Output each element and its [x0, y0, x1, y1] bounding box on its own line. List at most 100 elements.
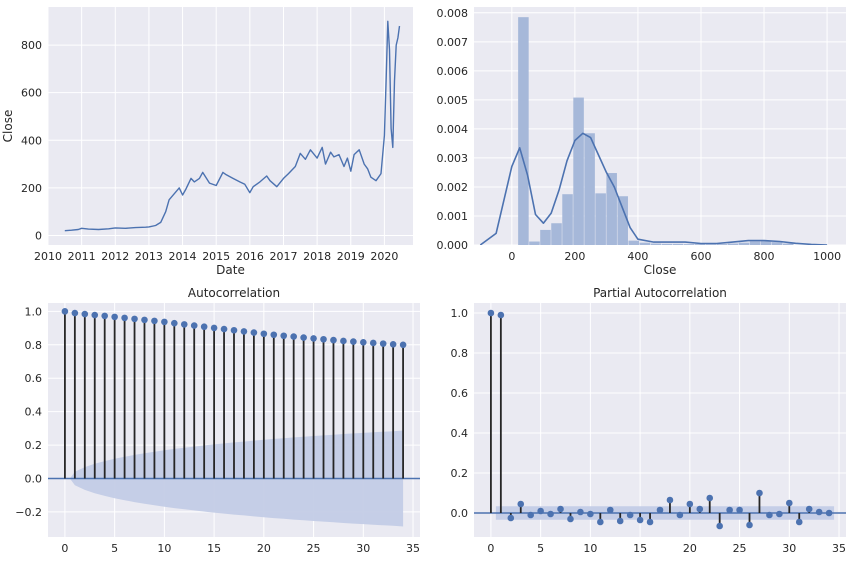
- pacf-point: [716, 522, 723, 530]
- pacf-point: [597, 518, 604, 526]
- acf-point: [171, 319, 178, 327]
- pacf-point: [666, 496, 674, 504]
- distribution-y-tick-label: 0.001: [437, 210, 469, 223]
- acf-x-tick-label: 35: [406, 542, 420, 555]
- distribution-y-tick-label: 0.000: [437, 239, 469, 252]
- histogram-bar: [551, 223, 562, 245]
- close-x-tick-label: 2011: [68, 250, 96, 263]
- acf-point: [389, 340, 397, 348]
- acf-point: [61, 308, 69, 315]
- pacf-x-tick-label: 20: [683, 542, 697, 555]
- distribution-x-tick-label: 200: [564, 250, 585, 263]
- acf-point: [340, 337, 347, 345]
- distribution-x-tick-label: 400: [627, 250, 648, 263]
- pacf-point: [766, 511, 773, 519]
- pacf-point: [776, 510, 783, 518]
- pacf-y-tick-label: 0.0: [451, 507, 469, 520]
- close-marks: [64, 20, 401, 232]
- histogram-bar: [716, 244, 728, 245]
- close-x-tick-label: 2016: [236, 250, 264, 263]
- pacf-x-tick-label: 0: [487, 542, 494, 555]
- histogram-bar: [529, 241, 540, 245]
- histogram-bar: [771, 242, 783, 245]
- acf-point: [131, 315, 138, 323]
- histogram-bar: [562, 194, 573, 245]
- pacf-point: [646, 518, 654, 526]
- acf-point: [101, 312, 108, 320]
- acf-point: [190, 322, 198, 329]
- histogram-bar: [727, 243, 739, 245]
- acf-x-tick-label: 5: [111, 542, 118, 555]
- close-y-tick-label: 0: [35, 229, 42, 242]
- close-x-tick-label: 2013: [135, 250, 163, 263]
- pacf-y-tick-label: 1.0: [451, 307, 469, 320]
- histogram-bar: [782, 243, 794, 245]
- pacf-marks: [474, 309, 846, 530]
- pacf-point: [825, 509, 833, 517]
- pacf-point: [756, 489, 763, 497]
- close-y-tick-label: 800: [21, 39, 42, 52]
- acf-x-tick-label: 15: [207, 542, 221, 555]
- pacf-point: [656, 506, 664, 514]
- acf-point: [141, 316, 148, 324]
- acf-axes: 0 5 10 15 20 25 30 35 −0.2 0.0 0.2 0.4 0.6 0.8 1.0 Auto…: [15, 286, 420, 555]
- distribution-marks: [479, 17, 828, 245]
- distribution-y-tick-label: 0.004: [437, 123, 469, 136]
- acf-point: [200, 323, 208, 331]
- pacf-y-tick-label: 0.4: [451, 427, 469, 440]
- pacf-point: [746, 521, 753, 529]
- pacf-point: [706, 494, 714, 502]
- pacf-point: [487, 309, 495, 317]
- histogram-bar: [705, 244, 717, 245]
- pacf-y-tick-label: 0.8: [451, 347, 469, 360]
- close-y-tick-label: 200: [21, 182, 42, 195]
- distribution-x-tick-label: 800: [754, 250, 775, 263]
- acf-point: [210, 324, 218, 332]
- acf-point: [369, 339, 377, 347]
- pacf-point: [686, 500, 694, 508]
- acf-point: [161, 318, 168, 326]
- pacf-x-tick-label: 5: [537, 542, 544, 555]
- pacf-point: [815, 508, 823, 516]
- pacf-point: [795, 518, 803, 526]
- acf-title: Autocorrelation: [188, 286, 280, 300]
- distribution-x-tick-label: 600: [690, 250, 711, 263]
- acf-point: [320, 335, 327, 343]
- acf-point: [71, 309, 79, 317]
- distribution-y-tick-label: 0.007: [437, 36, 469, 49]
- close-y-axis-label: Close: [1, 110, 15, 143]
- close-x-tick-label: 2017: [269, 250, 297, 263]
- acf-marks: [48, 308, 420, 527]
- close-axes: 2010 2011 2012 2013 2014 2015 2016 2017 2018 2019…: [1, 7, 413, 277]
- pacf-point: [517, 500, 525, 508]
- histogram-bar: [617, 196, 628, 245]
- pacf-point: [507, 514, 515, 522]
- acf-point: [399, 341, 407, 349]
- distribution-y-tick-label: 0.008: [437, 7, 469, 20]
- histogram-bar: [540, 229, 551, 245]
- pacf-point: [606, 506, 614, 514]
- close-x-tick-label: 2014: [169, 250, 197, 263]
- acf-point: [180, 321, 188, 328]
- acf-point: [260, 330, 268, 338]
- distribution-x-axis-label: Close: [644, 263, 677, 277]
- pacf-point: [736, 506, 743, 514]
- acf-point: [350, 338, 357, 345]
- close-x-tick-label: 2010: [34, 250, 62, 263]
- acf-y-tick-label: 0.2: [25, 439, 43, 452]
- close-y-tick-label: 400: [21, 134, 42, 147]
- pacf-point: [587, 510, 594, 518]
- histogram-bar: [584, 133, 595, 245]
- acf-point: [330, 336, 337, 344]
- close-x-tick-label: 2018: [303, 250, 331, 263]
- pacf-point: [537, 507, 544, 515]
- acf-x-tick-label: 10: [157, 542, 171, 555]
- distribution-y-tick-label: 0.002: [437, 181, 469, 194]
- close-x-axis-label: Date: [216, 263, 245, 277]
- acf-point: [270, 331, 278, 339]
- histogram-bar: [661, 243, 673, 245]
- acf-point: [230, 326, 238, 334]
- acf-point: [240, 328, 248, 335]
- close-x-tick-label: 2015: [202, 250, 230, 263]
- pacf-point: [805, 505, 813, 513]
